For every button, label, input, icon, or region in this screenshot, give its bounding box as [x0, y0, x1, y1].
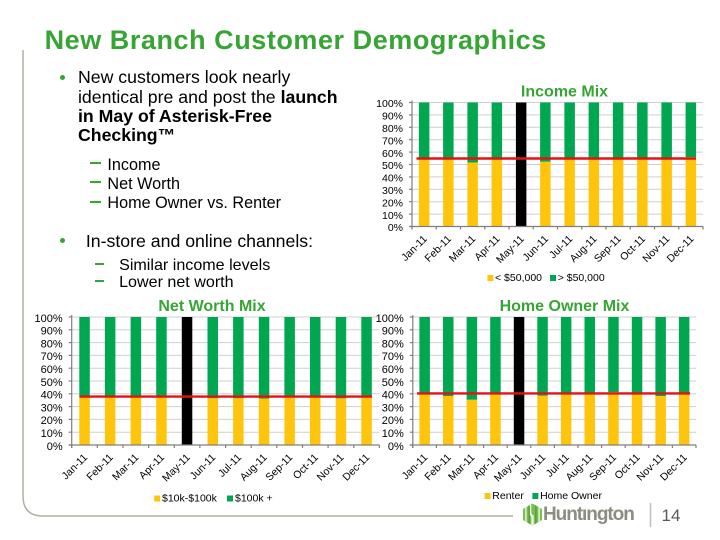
svg-text:10%: 10% [382, 428, 404, 440]
svg-text:40%: 40% [382, 173, 403, 185]
svg-text:Mar-11: Mar-11 [447, 233, 479, 265]
svg-text:30%: 30% [382, 402, 404, 414]
svg-text:80%: 80% [382, 338, 404, 350]
svg-text:$100k +: $100k + [235, 492, 273, 504]
svg-text:Sep-11: Sep-11 [592, 233, 624, 265]
svg-text:Mar-11: Mar-11 [110, 452, 142, 484]
svg-text:Jun-11: Jun-11 [518, 452, 549, 483]
svg-text:Mar-11: Mar-11 [446, 452, 478, 484]
svg-text:10%: 10% [382, 210, 403, 222]
svg-text:Jun-11: Jun-11 [188, 452, 219, 483]
svg-text:Dec-11: Dec-11 [658, 452, 690, 484]
svg-text:Home Owner Mix: Home Owner Mix [500, 298, 630, 315]
svg-text:70%: 70% [382, 135, 403, 147]
svg-text:May-11: May-11 [494, 233, 527, 266]
svg-text:70%: 70% [382, 351, 404, 363]
svg-text:0%: 0% [388, 222, 403, 234]
svg-text:20%: 20% [41, 415, 63, 427]
svg-text:90%: 90% [382, 326, 404, 338]
svg-text:Jan-11: Jan-11 [59, 452, 90, 483]
svg-text:May-11: May-11 [160, 452, 193, 485]
svg-text:20%: 20% [382, 197, 403, 209]
svg-text:70%: 70% [41, 351, 63, 363]
svg-text:100%: 100% [376, 98, 403, 110]
svg-text:Renter: Renter [492, 490, 524, 502]
svg-text:Jun-11: Jun-11 [520, 233, 551, 264]
svg-text:Home Owner: Home Owner [540, 490, 602, 502]
svg-text:100%: 100% [35, 313, 63, 325]
svg-text:30%: 30% [382, 185, 403, 197]
svg-text:Income Mix: Income Mix [521, 84, 608, 101]
svg-text:10%: 10% [41, 428, 63, 440]
svg-text:80%: 80% [41, 338, 63, 350]
svg-text:> $50,000: > $50,000 [558, 272, 605, 284]
svg-text:30%: 30% [41, 402, 63, 414]
svg-text:Sep-11: Sep-11 [263, 452, 295, 484]
svg-text:0%: 0% [388, 441, 404, 453]
svg-text:0%: 0% [47, 441, 63, 453]
svg-text:80%: 80% [382, 123, 403, 135]
svg-text:Sep-11: Sep-11 [587, 452, 619, 484]
svg-text:90%: 90% [41, 326, 63, 338]
svg-text:Dec-11: Dec-11 [665, 233, 697, 265]
svg-text:60%: 60% [41, 364, 63, 376]
svg-text:100%: 100% [376, 313, 404, 325]
svg-text:90%: 90% [382, 111, 403, 123]
svg-text:50%: 50% [382, 377, 404, 389]
svg-text:$10k-$100k: $10k-$100k [162, 492, 218, 504]
svg-text:60%: 60% [382, 148, 403, 160]
svg-text:50%: 50% [41, 377, 63, 389]
svg-text:50%: 50% [382, 160, 403, 172]
svg-text:40%: 40% [382, 390, 404, 402]
svg-text:60%: 60% [382, 364, 404, 376]
svg-text:Feb-11: Feb-11 [84, 452, 116, 484]
svg-text:40%: 40% [41, 390, 63, 402]
svg-text:< $50,000: < $50,000 [495, 272, 542, 284]
svg-text:Nov-11: Nov-11 [315, 452, 347, 484]
svg-text:20%: 20% [382, 415, 404, 427]
svg-text:Aug-11: Aug-11 [238, 452, 270, 484]
svg-text:Net Worth Mix: Net Worth Mix [158, 298, 265, 315]
